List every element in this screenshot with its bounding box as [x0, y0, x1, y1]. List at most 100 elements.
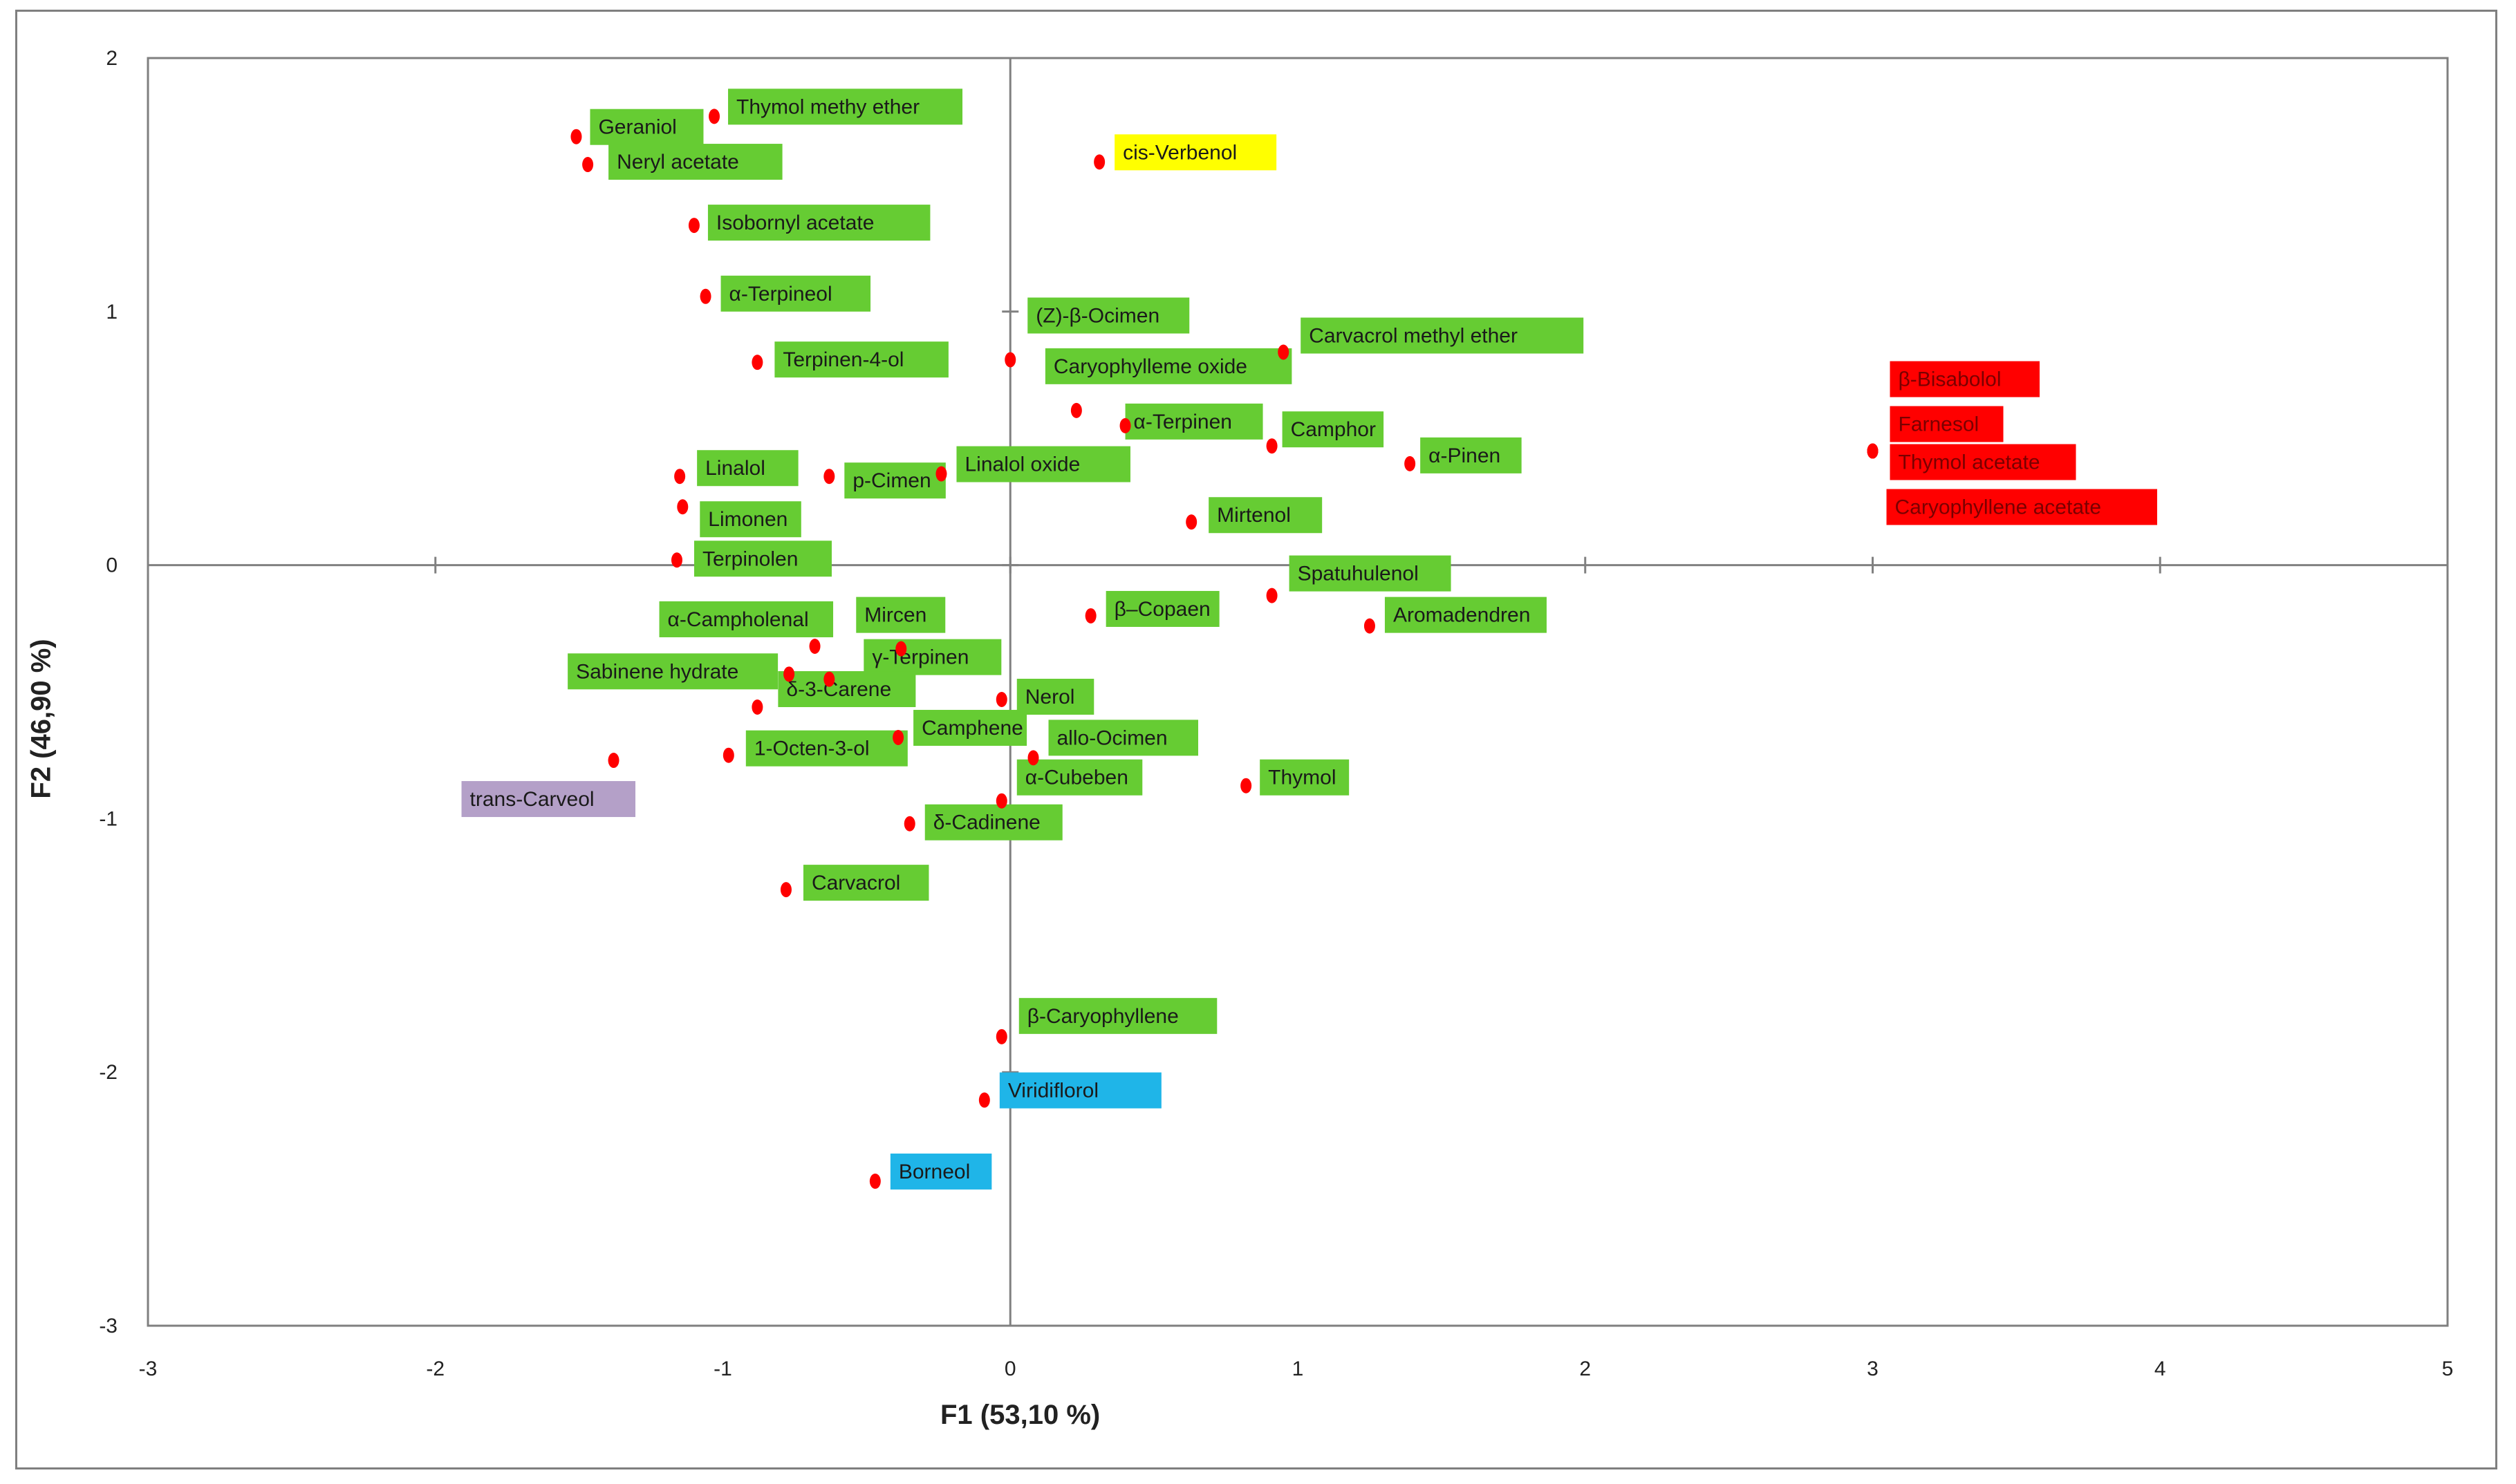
x-axis-label: F1 (53,10 %) — [940, 1400, 1101, 1430]
point-label: Thymol methy ether — [736, 95, 920, 118]
y-tick-label: -1 — [99, 807, 118, 830]
data-point — [904, 816, 915, 832]
data-point — [752, 699, 763, 715]
data-point — [1867, 443, 1879, 459]
point-label-box — [913, 710, 1027, 746]
point-label: Linalol oxide — [965, 453, 1080, 476]
point-label-box — [1115, 134, 1277, 171]
point-label-box — [1018, 997, 1218, 1034]
data-point — [996, 1029, 1007, 1044]
point-label: Carvacrol — [812, 872, 900, 894]
data-point — [895, 641, 907, 657]
point-label: γ-Terpinen — [872, 646, 969, 669]
data-point — [1240, 778, 1252, 793]
y-axis-label: F2 (46,90 %) — [26, 639, 57, 799]
point-label: Farnesol — [1899, 413, 1979, 436]
data-point — [1278, 344, 1289, 360]
plot-area — [147, 57, 2449, 1327]
point-label: Neryl acetate — [617, 151, 739, 173]
data-point — [1027, 750, 1039, 766]
data-point — [1085, 608, 1097, 623]
data-point — [935, 466, 947, 482]
point-label-box — [1890, 444, 2076, 480]
point-label: Terpinolen — [702, 547, 798, 570]
data-point — [700, 288, 711, 304]
point-label-box — [1045, 348, 1292, 384]
x-tick-label: 2 — [1579, 1358, 1591, 1380]
point-label: Mircen — [864, 604, 926, 627]
data-marks: Geraniol Thymol methy ether Neryl acetate I… — [461, 88, 2157, 1190]
data-point — [783, 666, 795, 682]
point-label-box — [1890, 406, 2004, 442]
point-label-box — [1384, 597, 1547, 633]
point-label: β-Bisabolol — [1899, 368, 2002, 391]
point-label: Camphene — [922, 717, 1023, 740]
data-point — [709, 109, 720, 124]
point-label-box — [745, 730, 908, 767]
data-point — [996, 692, 1007, 708]
x-tick-label: -3 — [139, 1358, 158, 1380]
point-label: Viridiflorol — [1008, 1080, 1099, 1102]
point-label: cis-Verbenol — [1123, 141, 1237, 164]
point-label-box — [700, 501, 801, 538]
data-point — [752, 355, 763, 370]
point-label-box — [1301, 317, 1584, 354]
data-point — [869, 1173, 881, 1189]
data-point — [723, 747, 734, 763]
point-label-box — [1209, 497, 1323, 534]
point-label: β–Copaen — [1115, 598, 1211, 621]
point-label-box — [1890, 361, 2040, 397]
point-label-box — [728, 88, 963, 125]
point-label: Sabinene hydrate — [576, 660, 738, 683]
point-label: Terpinen-4-ol — [783, 348, 904, 371]
point-label: α-Terpinen — [1134, 411, 1232, 433]
point-label-box — [1282, 411, 1384, 448]
data-point — [677, 499, 689, 515]
point-label: 1-Octen-3-ol — [754, 738, 870, 760]
data-point — [823, 469, 835, 485]
point-label-box — [1016, 759, 1143, 796]
point-label-box — [1027, 297, 1190, 334]
data-point — [608, 753, 619, 769]
point-label-box — [1016, 679, 1094, 715]
point-label: β-Caryophyllene — [1027, 1005, 1179, 1028]
data-point — [1005, 352, 1016, 368]
data-point — [1363, 618, 1375, 634]
y-tick-label: -3 — [99, 1315, 118, 1337]
data-point — [1266, 438, 1278, 454]
x-tick-label: 3 — [1867, 1358, 1879, 1380]
point-label: allo-Ocimen — [1057, 726, 1168, 749]
point-label: Isobornyl acetate — [716, 212, 874, 234]
y-tick-label: 1 — [106, 301, 118, 323]
x-tick-label: 0 — [1005, 1358, 1016, 1380]
point-label: Caryophylleme oxide — [1054, 355, 1247, 378]
x-tick-label: 5 — [2442, 1358, 2454, 1380]
y-tick-label: -2 — [99, 1061, 118, 1084]
point-label: Thymol acetate — [1899, 451, 2040, 474]
point-label-box — [697, 450, 799, 487]
point-label-box — [1048, 720, 1199, 756]
point-label-box — [568, 653, 779, 690]
point-label: α-Terpineol — [729, 283, 832, 306]
point-label: δ-Cadinene — [933, 811, 1041, 834]
point-label: α-Campholenal — [668, 608, 809, 631]
data-point — [978, 1092, 990, 1108]
y-tick-label: 0 — [106, 554, 118, 577]
data-point — [1266, 588, 1278, 603]
point-label: Thymol — [1268, 767, 1336, 789]
point-label-box — [890, 1153, 992, 1190]
point-label-box — [659, 601, 834, 637]
point-label: Limonen — [708, 508, 788, 531]
x-tick-label: 4 — [2154, 1358, 2166, 1380]
point-label: Mirtenol — [1217, 504, 1291, 527]
point-label-box — [1125, 403, 1263, 440]
data-point — [688, 218, 700, 234]
point-label-box — [803, 865, 929, 901]
data-point — [1119, 417, 1131, 433]
point-label: p-Cimen — [852, 469, 931, 492]
point-label: Spatuhulenol — [1298, 563, 1419, 585]
data-point — [893, 730, 904, 746]
point-label: Nerol — [1025, 686, 1075, 708]
point-label-box — [864, 639, 1002, 675]
